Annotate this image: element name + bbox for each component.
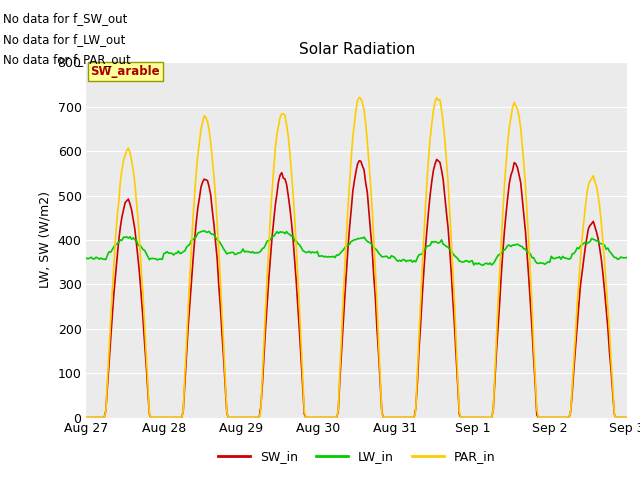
Text: No data for f_SW_out: No data for f_SW_out: [3, 12, 127, 25]
Y-axis label: LW, SW (W/m2): LW, SW (W/m2): [39, 192, 52, 288]
Legend: SW_in, LW_in, PAR_in: SW_in, LW_in, PAR_in: [213, 445, 500, 468]
Text: No data for f_PAR_out: No data for f_PAR_out: [3, 53, 131, 66]
Title: Solar Radiation: Solar Radiation: [299, 42, 415, 57]
Text: No data for f_LW_out: No data for f_LW_out: [3, 33, 125, 46]
Text: SW_arable: SW_arable: [91, 65, 160, 78]
